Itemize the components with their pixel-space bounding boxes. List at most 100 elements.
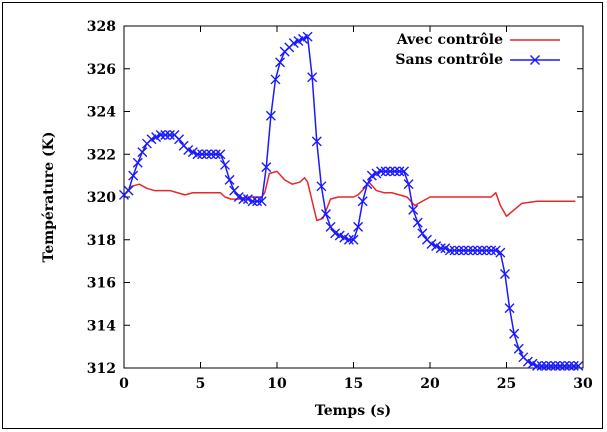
x-tick-label: 20 — [420, 376, 440, 392]
y-tick-label: 314 — [87, 318, 116, 334]
data-point-sans — [499, 268, 510, 279]
data-point-sans — [481, 245, 492, 256]
data-point-sans — [123, 185, 134, 196]
data-point-sans — [412, 217, 423, 228]
data-point-sans — [164, 130, 175, 141]
legend-label-sans: Sans contrôle — [395, 52, 503, 68]
data-point-sans — [403, 179, 414, 190]
data-point-sans — [155, 130, 166, 141]
data-point-sans — [376, 166, 387, 177]
data-point-sans — [210, 149, 221, 160]
data-point-sans — [320, 209, 331, 220]
data-point-sans — [160, 130, 171, 141]
data-point-sans — [458, 245, 469, 256]
data-point-sans — [224, 174, 235, 185]
data-point-sans — [252, 196, 263, 207]
data-point-sans — [463, 245, 474, 256]
data-point-sans — [568, 360, 579, 371]
x-axis: 0 5 10 15 20 25 30 — [119, 26, 593, 392]
data-point-sans — [229, 185, 240, 196]
data-point-sans — [408, 204, 419, 215]
x-tick-label: 15 — [344, 376, 363, 392]
legend-marker-sans — [530, 55, 540, 65]
data-point-sans — [541, 360, 552, 371]
data-point-sans — [559, 360, 570, 371]
data-point-sans — [357, 196, 368, 207]
x-axis-label: Temps (s) — [315, 403, 391, 419]
y-tick-label: 328 — [87, 19, 116, 35]
x-tick-label: 10 — [267, 376, 287, 392]
data-point-sans — [504, 303, 515, 314]
data-point-sans — [311, 136, 322, 147]
data-point-sans — [564, 360, 575, 371]
data-point-sans — [532, 360, 543, 371]
y-tick-label: 320 — [87, 190, 116, 206]
data-point-sans — [555, 360, 566, 371]
x-tick-label: 0 — [119, 376, 129, 392]
series-line-avec — [123, 170, 576, 222]
data-point-sans — [449, 245, 460, 256]
data-point-sans — [513, 343, 524, 354]
y-tick-label: 316 — [87, 276, 116, 292]
data-point-sans — [398, 166, 409, 177]
data-point-sans — [495, 247, 506, 258]
data-point-sans — [201, 149, 212, 160]
y-tick-label: 318 — [87, 233, 116, 249]
data-point-sans — [215, 149, 226, 160]
data-point-sans — [348, 234, 359, 245]
data-point-sans — [343, 234, 354, 245]
y-axis-label: Température (K) — [41, 132, 57, 263]
data-point-sans — [509, 328, 520, 339]
data-point-sans — [454, 245, 465, 256]
data-point-sans — [256, 196, 267, 207]
data-point-sans — [192, 149, 203, 160]
data-point-sans — [316, 181, 327, 192]
data-point-sans — [573, 360, 584, 371]
data-point-sans — [477, 245, 488, 256]
data-point-sans — [137, 147, 148, 158]
data-point-sans — [197, 149, 208, 160]
y-tick-label: 326 — [87, 62, 116, 78]
data-point-sans — [270, 74, 281, 85]
data-point-sans — [435, 243, 446, 254]
data-point-sans — [486, 245, 497, 256]
data-point-sans — [536, 360, 547, 371]
data-point-sans — [394, 166, 405, 177]
x-tick-label: 5 — [196, 376, 206, 392]
data-point-sans — [261, 162, 272, 173]
data-point-sans — [238, 194, 249, 205]
legend: Avec contrôle Sans contrôle — [395, 32, 560, 68]
data-point-sans — [265, 110, 276, 121]
data-point-sans — [128, 170, 139, 181]
y-axis: 312 314 316 318 320 322 324 326 328 — [87, 19, 583, 377]
series-line-sans — [123, 35, 579, 367]
x-tick-label: 30 — [573, 376, 593, 392]
legend-label-avec: Avec contrôle — [396, 32, 503, 48]
data-point-sans — [417, 228, 428, 239]
data-point-sans — [467, 245, 478, 256]
data-point-sans — [353, 221, 364, 232]
data-point-sans — [545, 360, 556, 371]
chart-frame — [2, 2, 603, 429]
data-point-sans — [302, 31, 313, 42]
data-point-sans — [219, 159, 230, 170]
data-point-sans — [275, 57, 286, 68]
data-point-sans — [206, 149, 217, 160]
legend-marker-x — [530, 55, 540, 65]
data-point-sans — [325, 221, 336, 232]
data-point-sans — [550, 360, 561, 371]
data-point-sans — [132, 157, 143, 168]
series-layer — [119, 31, 584, 371]
data-point-sans — [307, 72, 318, 83]
data-point-sans — [385, 166, 396, 177]
data-point-sans — [444, 245, 455, 256]
data-point-sans — [380, 166, 391, 177]
y-tick-label: 322 — [87, 147, 116, 163]
data-point-sans — [472, 245, 483, 256]
data-point-sans — [362, 179, 373, 190]
x-tick-label: 25 — [497, 376, 516, 392]
data-point-sans — [389, 166, 400, 177]
y-tick-label: 312 — [87, 361, 116, 377]
y-tick-label: 324 — [87, 105, 116, 121]
